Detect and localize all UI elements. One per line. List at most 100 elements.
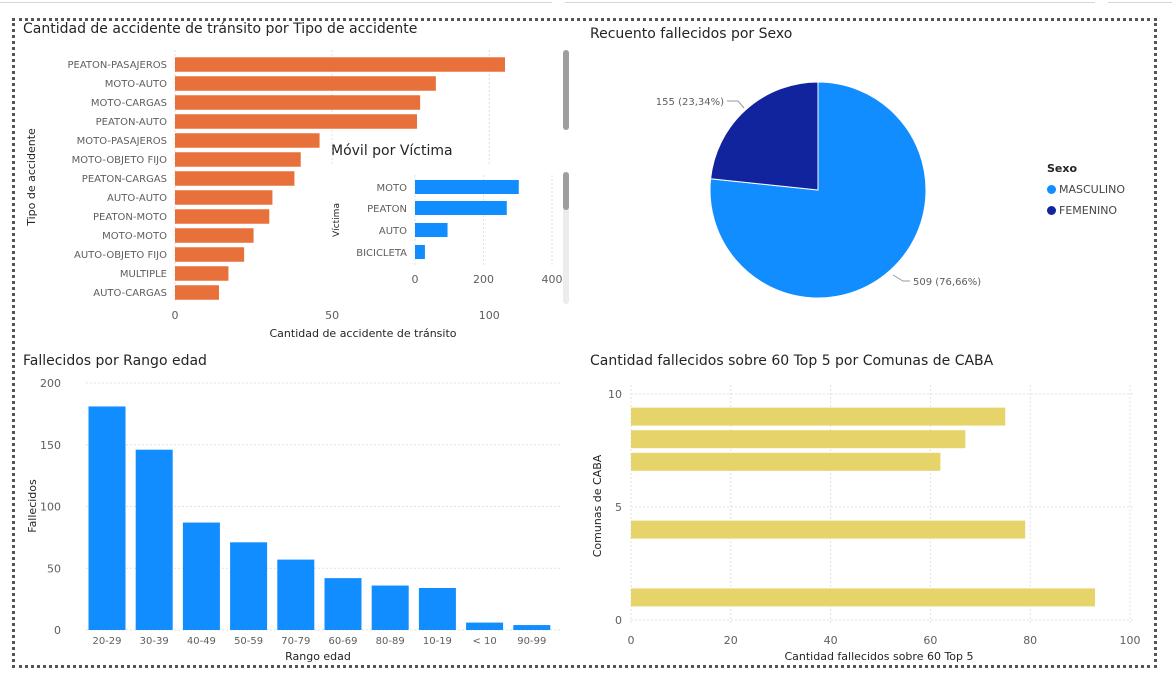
- y-tick-label: MOTO-OBJETO FIJO: [72, 155, 167, 166]
- x-tick-label: 60-69: [328, 636, 357, 647]
- x-tick-label: 20: [724, 634, 738, 647]
- y-tick-label: PEATON: [367, 204, 407, 215]
- y-axis-title: Comunas de CABA: [591, 454, 604, 557]
- y-tick-label: MOTO-AUTO: [105, 79, 167, 90]
- panel-tipo-accidente[interactable]: Cantidad de accidente de tránsito por Ti…: [18, 20, 576, 342]
- pie-slice-femenino: [710, 81, 819, 191]
- y-tick-label: AUTO: [379, 226, 407, 237]
- x-tick-label: 20-29: [92, 636, 121, 647]
- bar-comuna-7: [631, 452, 941, 471]
- y-tick-label: 10: [608, 388, 622, 401]
- bar-moto-auto: [175, 76, 436, 91]
- bar-auto: [415, 223, 448, 237]
- panel-sexo[interactable]: Recuento fallecidos por Sexo: [584, 20, 1152, 342]
- legend-label: FEMENINO: [1059, 204, 1118, 217]
- y-tick-label: PEATON-CARGAS: [82, 174, 167, 185]
- bar-90-99: [513, 625, 551, 630]
- x-tick-label: 90-99: [517, 636, 546, 647]
- x-tick-label: 40: [824, 634, 838, 647]
- x-axis-title: Cantidad de accidente de tránsito: [269, 327, 456, 340]
- bar-auto-auto: [175, 190, 273, 205]
- x-tick-label: 10-19: [423, 636, 452, 647]
- x-tick-label: 0: [172, 309, 179, 322]
- bar-comuna-4: [631, 520, 1026, 539]
- y-tick-label: 150: [40, 439, 61, 452]
- bar-70-79: [277, 559, 315, 630]
- bar--10: [466, 622, 504, 630]
- dashboard-frame: [12, 18, 1157, 668]
- data-label: 509 (76,66%): [913, 277, 981, 288]
- bar-80-89: [371, 585, 409, 630]
- x-tick-label: 0: [628, 634, 635, 647]
- x-tick-label: 80-89: [376, 636, 405, 647]
- y-tick-label: MULTIPLE: [120, 269, 167, 280]
- bar-comuna-9: [631, 407, 1006, 426]
- data-label: 155 (23,34%): [656, 97, 724, 108]
- y-tick-label: 100: [40, 501, 61, 514]
- y-axis-title: Tipo de accidente: [25, 128, 38, 227]
- leader-line: [727, 100, 745, 109]
- panel-title: Cantidad de accidente de tránsito por Ti…: [23, 21, 418, 37]
- bar-moto-cargas: [175, 95, 421, 110]
- bar-peaton-pasajeros: [175, 57, 505, 72]
- bar-multiple: [175, 266, 229, 281]
- panel-title: Fallecidos por Rango edad: [23, 353, 207, 369]
- x-tick-label: 80: [1023, 634, 1037, 647]
- scrollbar-tipo-accidente[interactable]: [563, 50, 569, 130]
- bar-peaton-auto: [175, 114, 417, 129]
- bar-moto-moto: [175, 228, 254, 243]
- panel-title: Móvil por Víctima: [331, 143, 453, 159]
- bar-moto-objeto fijo: [175, 152, 301, 167]
- scrollbar-thumb[interactable]: [563, 172, 569, 210]
- bar-40-49: [182, 522, 220, 630]
- y-tick-label: MOTO: [377, 183, 408, 194]
- y-tick-label: AUTO-AUTO: [107, 193, 167, 204]
- top-strip-segment: [0, 2, 552, 6]
- x-axis-title: Cantidad fallecidos sobre 60 Top 5: [784, 650, 973, 663]
- x-tick-label: 100: [1120, 634, 1141, 647]
- x-tick-label: < 10: [472, 636, 496, 647]
- scrollbar-thumb[interactable]: [563, 50, 569, 130]
- y-tick-label: BICICLETA: [356, 248, 407, 259]
- bar-peaton: [415, 201, 507, 215]
- top-strip-segment: [565, 2, 1095, 6]
- legend-item-femenino[interactable]: FEMENINO: [1047, 204, 1125, 217]
- top-strip-segment: [1108, 2, 1172, 6]
- y-tick-label: MOTO-CARGAS: [91, 98, 167, 109]
- panel-comunas[interactable]: Cantidad fallecidos sobre 60 Top 5 por C…: [584, 345, 1152, 667]
- y-tick-label: PEATON-MOTO: [93, 212, 167, 223]
- x-tick-label: 50: [325, 309, 339, 322]
- y-tick-label: 50: [47, 562, 61, 575]
- bar-peaton-cargas: [175, 171, 295, 186]
- y-tick-label: PEATON-AUTO: [96, 117, 168, 128]
- panel-movil-victima[interactable]: Móvil por Víctima: [325, 138, 570, 304]
- bar-20-29: [88, 406, 126, 630]
- x-tick-label: 100: [479, 309, 500, 322]
- bar-comuna-8: [631, 430, 966, 449]
- bar-peaton-moto: [175, 209, 270, 224]
- y-tick-label: MOTO-MOTO: [102, 231, 167, 242]
- y-tick-label: AUTO-CARGAS: [93, 288, 167, 299]
- x-axis-title: Rango edad: [285, 650, 351, 663]
- y-axis-title: Víctima: [332, 203, 342, 237]
- bar-bicicleta: [415, 245, 425, 259]
- x-tick-label: 400: [542, 273, 563, 286]
- legend-item-masculino[interactable]: MASCULINO: [1047, 183, 1125, 196]
- y-tick-label: 0: [54, 624, 61, 637]
- bar-30-39: [135, 449, 173, 630]
- x-tick-label: 60: [923, 634, 937, 647]
- bar-moto-pasajeros: [175, 133, 320, 148]
- bar-60-69: [324, 578, 362, 630]
- x-tick-label: 70-79: [281, 636, 310, 647]
- bar-auto-objeto fijo: [175, 247, 245, 262]
- legend-dot: [1047, 206, 1056, 215]
- top-strip: [0, 0, 1172, 8]
- y-tick-label: AUTO-OBJETO FIJO: [74, 250, 167, 261]
- panel-rango-edad[interactable]: Fallecidos por Rango edad: [18, 345, 576, 667]
- y-tick-label: 5: [615, 501, 622, 514]
- bar-50-59: [230, 542, 268, 630]
- scrollbar-movil[interactable]: [563, 172, 569, 304]
- legend-title: Sexo: [1047, 162, 1078, 175]
- y-tick-label: 200: [40, 377, 61, 390]
